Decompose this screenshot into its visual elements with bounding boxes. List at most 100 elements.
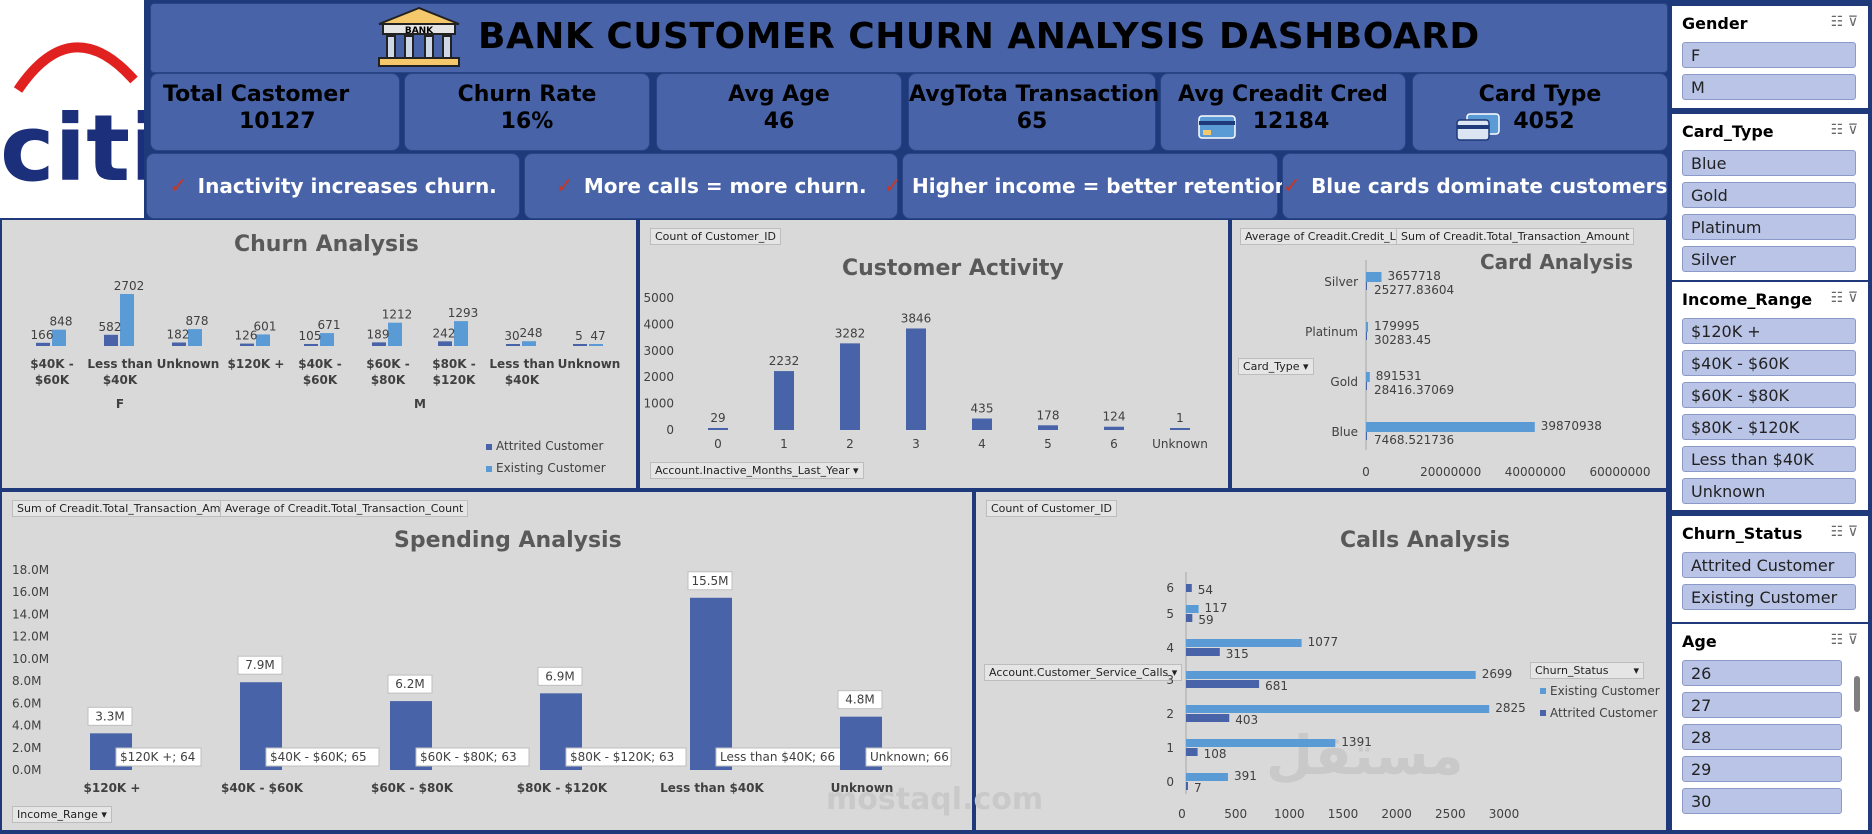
existing-value-label: 2699 bbox=[1482, 667, 1513, 681]
y-tick-label: 4000 bbox=[643, 317, 674, 331]
slicer-item[interactable]: Attrited Customer bbox=[1682, 552, 1856, 578]
slicer-item[interactable]: Gold bbox=[1682, 182, 1856, 208]
slicer-item[interactable]: $40K - $60K bbox=[1682, 350, 1856, 376]
x-tick-label: 3000 bbox=[1489, 807, 1520, 821]
existing-value-label: 848 bbox=[50, 315, 73, 329]
credit-limit-bar bbox=[1366, 332, 1367, 340]
existing-value-label: 391 bbox=[1234, 769, 1257, 783]
slicer-scrollbar[interactable] bbox=[1854, 676, 1860, 712]
multi-select-filter-icons[interactable]: ☷ ⊽ bbox=[1830, 290, 1858, 306]
y-tick-label: 5000 bbox=[643, 291, 674, 305]
slicer-item[interactable]: 27 bbox=[1682, 692, 1842, 718]
attrited-value-label: 189 bbox=[367, 327, 390, 341]
attrited-value-label: 59 bbox=[1198, 613, 1213, 627]
attrited-bar bbox=[1186, 782, 1188, 790]
count-callout-box bbox=[415, 747, 530, 767]
dropdown-icon: ▾ bbox=[1303, 360, 1309, 373]
existing-value-label: 1077 bbox=[1308, 635, 1339, 649]
value-field-tag[interactable]: Count of Customer_ID bbox=[986, 500, 1117, 517]
activity-bar bbox=[1104, 426, 1124, 430]
slicer-item[interactable]: 26 bbox=[1682, 660, 1842, 686]
count-value-label: $40K - $60K; 65 bbox=[270, 750, 367, 764]
attrited-bar bbox=[172, 342, 186, 346]
kpi-label: AvgTota Transaction bbox=[909, 82, 1160, 107]
category-tick-label: $40K bbox=[505, 373, 540, 387]
slicer-item[interactable]: 30 bbox=[1682, 788, 1842, 814]
y-tick-label: 2.0M bbox=[12, 741, 41, 755]
kpi-value: 16% bbox=[500, 109, 554, 134]
check-icon: ✓ bbox=[555, 173, 574, 199]
attrited-value-label: 30 bbox=[504, 329, 519, 343]
chart-title: Card Analysis bbox=[1480, 250, 1634, 274]
x-tick-label: 2000 bbox=[1381, 807, 1412, 821]
value-field-tag[interactable]: Sum of Creadit.Total_Transaction_Amount bbox=[12, 500, 251, 517]
bar-value-label: 178 bbox=[1037, 408, 1060, 422]
y-tick-label: 0 bbox=[666, 423, 674, 437]
slicer-item[interactable]: Unknown bbox=[1682, 478, 1856, 504]
y-tick-label: 3 bbox=[1166, 673, 1174, 687]
attrited-value-label: 242 bbox=[433, 326, 456, 340]
existing-value-label: 1293 bbox=[448, 306, 479, 320]
y-tick-label: 12.0M bbox=[12, 630, 49, 644]
existing-bar bbox=[522, 341, 536, 346]
y-tick-label: 4.0M bbox=[12, 719, 41, 733]
x-tick-label: 1 bbox=[780, 437, 788, 451]
slicer-item[interactable]: 28 bbox=[1682, 724, 1842, 750]
slicer-item[interactable]: Platinum bbox=[1682, 214, 1856, 240]
chart-title: Churn Analysis bbox=[234, 232, 419, 257]
existing-bar bbox=[1186, 605, 1199, 613]
card-analysis-panel: Average of Creadit.Credit_Limit Sum of C… bbox=[1232, 220, 1666, 488]
slicer-item[interactable]: Existing Customer bbox=[1682, 584, 1856, 610]
bar-value-label: 435 bbox=[971, 402, 994, 416]
slicer-header: Gender bbox=[1682, 14, 1748, 33]
value-callout-box bbox=[537, 666, 583, 686]
slicer-item[interactable]: $120K + bbox=[1682, 318, 1856, 344]
x-tick-label: 5 bbox=[1044, 437, 1052, 451]
multi-select-filter-icons[interactable]: ☷ ⊽ bbox=[1830, 632, 1858, 648]
category-tick-label: $40K - bbox=[298, 357, 342, 371]
slicer-item[interactable]: Silver bbox=[1682, 246, 1856, 272]
category-tick-label: $40K bbox=[103, 373, 138, 387]
value-field-tag[interactable]: Sum of Creadit.Total_Transaction_Amount bbox=[1396, 228, 1635, 245]
existing-bar bbox=[1186, 639, 1302, 647]
y-tick-label: 4 bbox=[1166, 641, 1174, 655]
attrited-value-label: 403 bbox=[1235, 713, 1258, 727]
count-callout-box bbox=[115, 747, 202, 767]
kpi-value: 10127 bbox=[239, 109, 316, 134]
watermark-arabic: مستقل bbox=[1266, 724, 1464, 787]
category-tick-label: Platinum bbox=[1305, 325, 1358, 339]
income-range-filter-tag[interactable]: Income_Range ▾ bbox=[12, 806, 112, 823]
category-tick-label: Gold bbox=[1330, 375, 1358, 389]
dropdown-icon: ▾ bbox=[852, 464, 859, 477]
slicer-item[interactable]: Less than $40K bbox=[1682, 446, 1856, 472]
slicer-item[interactable]: 29 bbox=[1682, 756, 1842, 782]
slicer-item[interactable]: M bbox=[1682, 74, 1856, 100]
slicer-item[interactable]: F bbox=[1682, 42, 1856, 68]
value-field-tag[interactable]: Average of Creadit.Credit_Limit bbox=[1240, 228, 1422, 245]
multi-select-filter-icons[interactable]: ☷ ⊽ bbox=[1830, 524, 1858, 540]
slicer-item[interactable]: Blue bbox=[1682, 150, 1856, 176]
transaction-sum-bar bbox=[1366, 272, 1382, 282]
value-field-tag[interactable]: Average of Creadit.Total_Transaction_Cou… bbox=[220, 500, 469, 517]
credit-value-label: 30283.45 bbox=[1374, 333, 1431, 347]
x-tick-label: $40K - $60K bbox=[221, 781, 304, 795]
slicer-item[interactable]: $60K - $80K bbox=[1682, 382, 1856, 408]
multi-select-filter-icons[interactable]: ☷ ⊽ bbox=[1830, 122, 1858, 138]
slicer-age: Age ☷ ⊽ 26 27 28 29 30 bbox=[1672, 624, 1868, 830]
transaction-sum-bar bbox=[1366, 422, 1535, 432]
value-field-tag[interactable]: Count of Customer_ID bbox=[650, 228, 781, 245]
calls-axis-tag[interactable]: Account.Customer_Service_Calls ▾ bbox=[984, 664, 1183, 681]
multi-select-filter-icons[interactable]: ☷ ⊽ bbox=[1830, 14, 1858, 30]
slicer-item[interactable]: $80K - $120K bbox=[1682, 414, 1856, 440]
churn-status-legend-tag[interactable]: Churn_Status ▾ bbox=[1530, 662, 1644, 679]
insight-income: ✓ Higher income = better retention. bbox=[884, 153, 1296, 219]
credit-limit-bar bbox=[1366, 282, 1367, 290]
card-type-filter-tag[interactable]: Card_Type ▾ bbox=[1238, 358, 1314, 375]
attrited-value-label: 105 bbox=[299, 329, 322, 343]
kpi-avg-transaction: AvgTota Transaction 65 bbox=[908, 73, 1160, 151]
existing-value-label: 248 bbox=[520, 326, 543, 340]
dropdown-icon: ▾ bbox=[1633, 664, 1639, 677]
insight-text: More calls = more churn. bbox=[583, 174, 867, 198]
axis-field-tag[interactable]: Account.Inactive_Months_Last_Year ▾ bbox=[650, 462, 864, 479]
slicer-header: Card_Type bbox=[1682, 122, 1774, 141]
